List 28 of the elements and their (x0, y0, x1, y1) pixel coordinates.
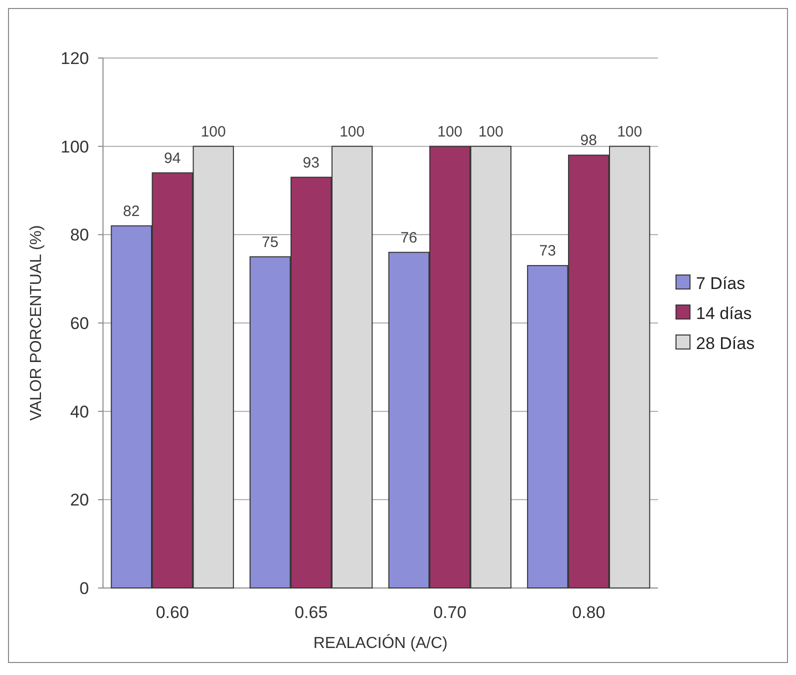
x-axis-title: REALACIÓN (A/C) (313, 634, 448, 652)
data-label: 76 (400, 229, 418, 246)
y-tick-label: 20 (70, 490, 89, 510)
y-tick-label: 0 (80, 578, 89, 598)
data-label: 73 (539, 242, 556, 260)
y-tick-label: 60 (70, 314, 89, 333)
legend-label: 14 días (696, 304, 752, 323)
data-label: 100 (617, 123, 642, 140)
y-tick-label: 40 (70, 402, 89, 422)
legend-label: 7 Días (696, 274, 746, 293)
y-tick-label: 120 (60, 48, 89, 68)
y-tick-label: 80 (70, 226, 89, 245)
data-label: 100 (478, 123, 504, 140)
data-label: 75 (262, 234, 278, 251)
x-tick-label: 0.65 (294, 603, 328, 622)
legend-label: 28 Días (696, 334, 755, 353)
data-label: 93 (302, 154, 320, 172)
data-label: 98 (580, 132, 597, 150)
y-tick-label: 100 (60, 137, 89, 156)
x-tick-label: 0.70 (433, 603, 466, 622)
y-axis-title: VALOR PORCENTUAL (%) (28, 225, 45, 421)
x-tick-label: 0.60 (156, 603, 189, 622)
data-label: 100 (437, 123, 462, 140)
data-label: 82 (123, 202, 140, 220)
data-label: 94 (164, 150, 181, 167)
data-label: 100 (340, 123, 365, 140)
x-tick-label: 0.80 (572, 603, 606, 622)
data-label: 100 (200, 123, 226, 140)
